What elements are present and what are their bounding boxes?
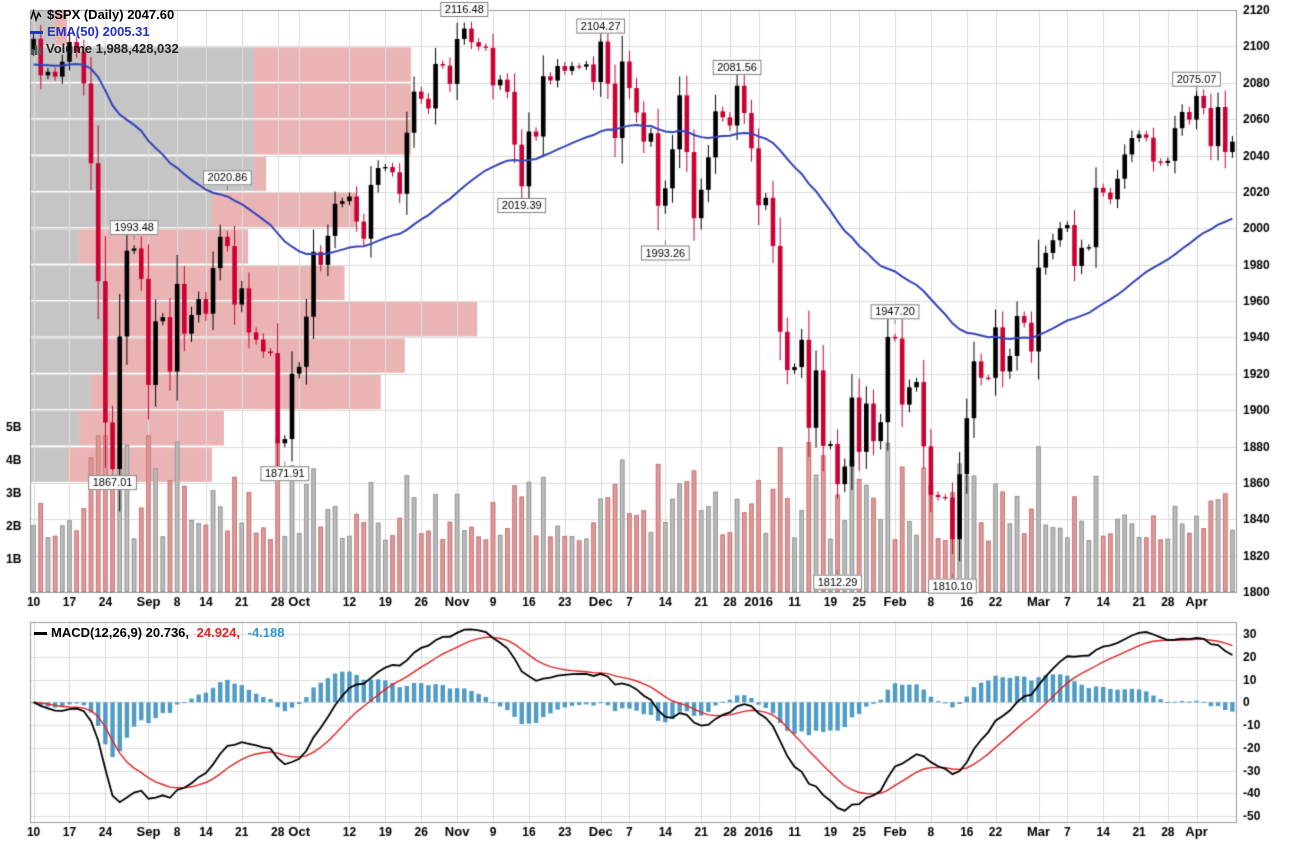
spx-chart-canvas bbox=[0, 0, 1300, 856]
